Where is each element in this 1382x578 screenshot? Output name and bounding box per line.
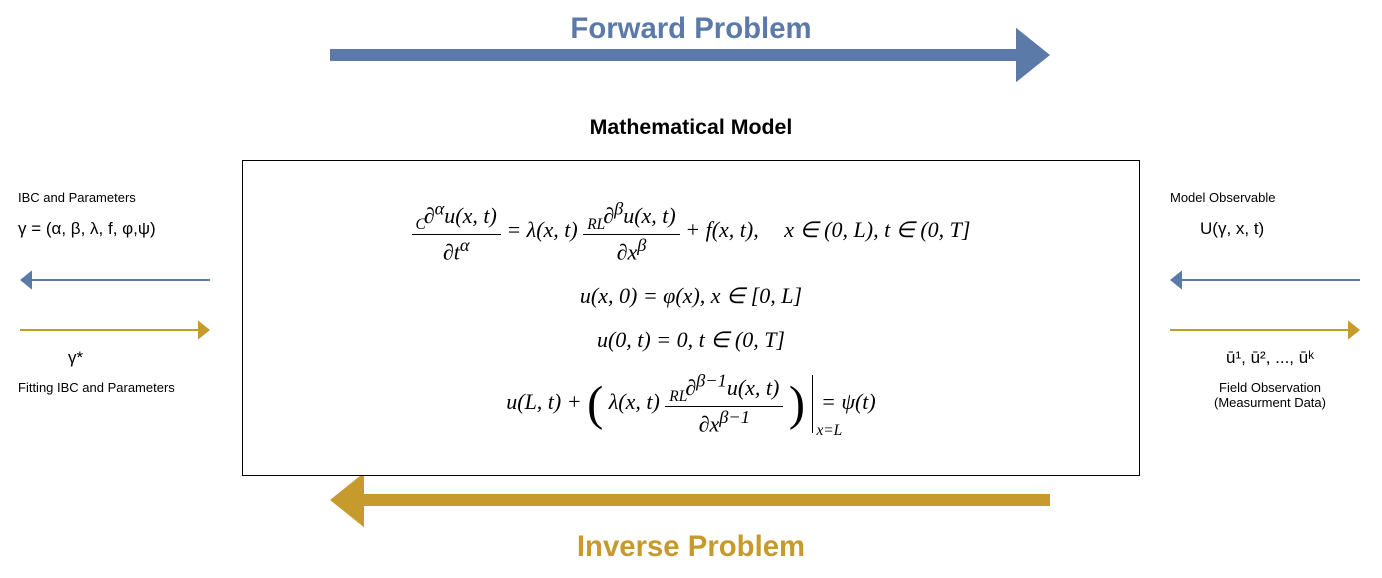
eq-pde: C∂αu(x, t) ∂tα = λ(x, t) RL∂βu(x, t) ∂xβ… [412, 199, 971, 265]
bcL-lambda: λ(x, t) [609, 389, 660, 414]
pde-rhs-den: ∂xβ [583, 234, 680, 265]
bcL-rhs: = ψ(t) [821, 389, 876, 414]
right-inverse-label1: Field Observation [1170, 380, 1370, 395]
pde-rhs-num: ∂βu(x, t) [603, 203, 676, 228]
left-inverse-expr: γ* [18, 348, 233, 368]
pde-lambda: λ(x, t) [527, 217, 578, 242]
left-forward-label: IBC and Parameters [18, 190, 233, 205]
pde-lhs-den: ∂tα [412, 234, 501, 265]
left-panel: IBC and Parameters γ = (α, β, λ, f, φ,ψ) [18, 190, 233, 249]
right-panel: Model Observable U(γ, x, t) [1170, 190, 1370, 249]
eq-ic: u(x, 0) = φ(x), x ∈ [0, L] [580, 283, 802, 309]
right-inverse-expr: ū¹, ū², ..., ūᵏ [1170, 348, 1370, 368]
pde-plusf: + f(x, t), [685, 217, 759, 242]
bcL-den: ∂xβ−1 [665, 406, 783, 437]
model-box: C∂αu(x, t) ∂tα = λ(x, t) RL∂βu(x, t) ∂xβ… [242, 160, 1140, 476]
right-inverse-label2: (Measurment Data) [1170, 395, 1370, 410]
right-forward-label: Model Observable [1170, 190, 1370, 205]
eq-bcL: u(L, t) + ( λ(x, t) RL∂β−1u(x, t) ∂xβ−1 … [506, 371, 876, 437]
inverse-problem-title: Inverse Problem [0, 530, 1382, 564]
bcL-uL: u(L, t) + [506, 389, 587, 414]
left-panel-inverse: γ* Fitting IBC and Parameters [18, 348, 233, 395]
bcL-num: ∂β−1u(x, t) [685, 375, 779, 400]
pde-lhs-num: ∂αu(x, t) [424, 203, 497, 228]
model-subtitle: Mathematical Model [0, 115, 1382, 140]
bcL-eval: x=L [816, 422, 842, 440]
pde-eq: = [506, 217, 526, 242]
right-panel-inverse: ū¹, ū², ..., ūᵏ Field Observation (Measu… [1170, 348, 1370, 410]
left-inverse-label: Fitting IBC and Parameters [18, 380, 233, 395]
eq-bc0: u(0, t) = 0, t ∈ (0, T] [597, 327, 785, 353]
right-forward-expr: U(γ, x, t) [1170, 219, 1370, 239]
pde-domain: x ∈ (0, L), t ∈ (0, T] [784, 217, 970, 242]
left-forward-expr: γ = (α, β, λ, f, φ,ψ) [18, 219, 233, 239]
